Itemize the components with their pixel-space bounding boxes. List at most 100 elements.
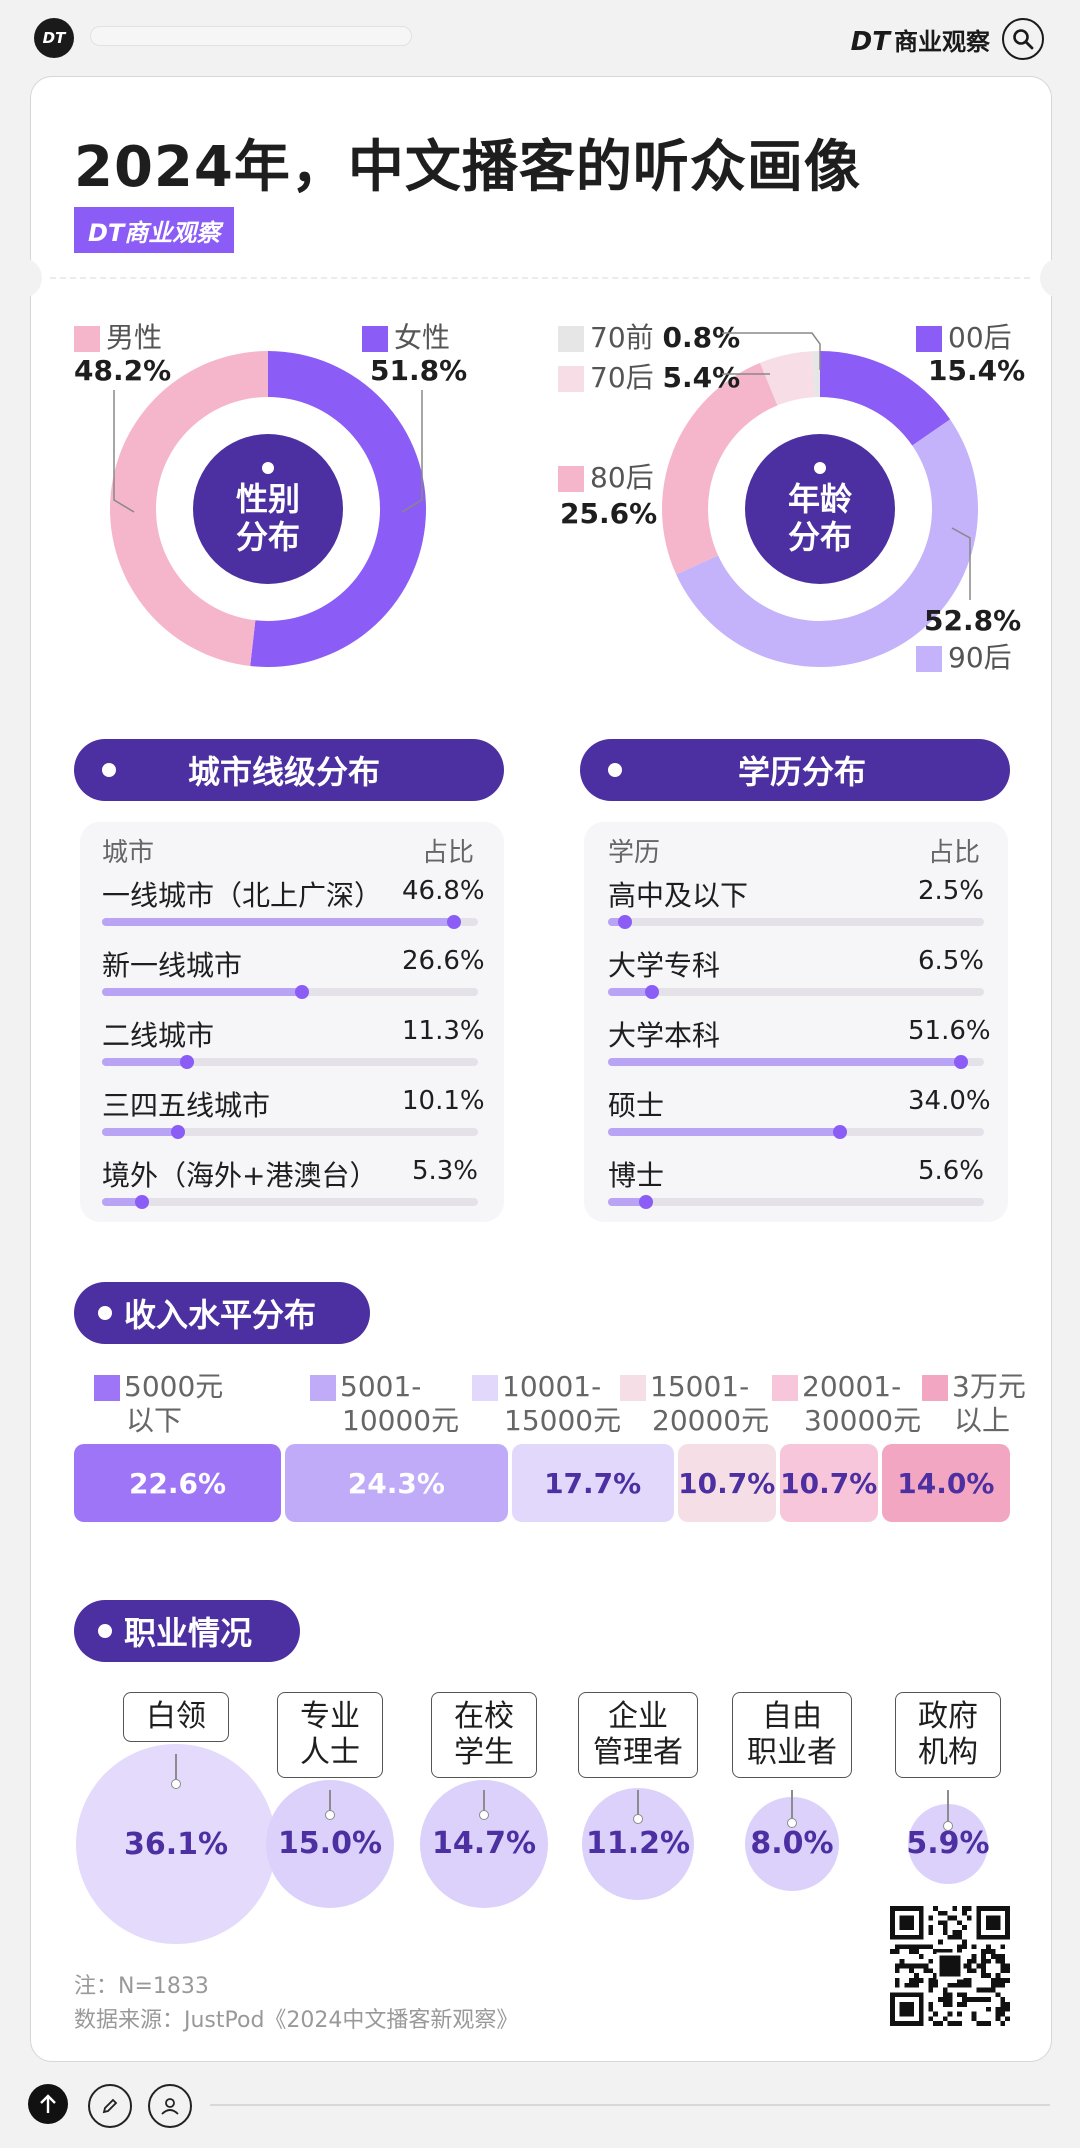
- edu-bar-track: [608, 1125, 984, 1139]
- qr-module: [986, 1987, 991, 1993]
- legend-00s: 00后: [916, 316, 1012, 356]
- city-row-value: 26.6%: [402, 946, 485, 976]
- occupation-label-line: 人士: [300, 1735, 360, 1770]
- occupation-label: 白领: [123, 1692, 229, 1742]
- occupation-label-line: 自由: [762, 1699, 822, 1734]
- edu-bar-fill: [608, 918, 626, 926]
- qr-module: [952, 1915, 958, 1921]
- qr-module: [971, 1958, 977, 1964]
- legend-70s: 70后 5.4%: [558, 356, 740, 396]
- qr-module: [914, 1978, 919, 1983]
- qr-module: [1005, 1978, 1010, 1983]
- city-bar-track: [102, 1125, 478, 1139]
- qr-module: [1000, 1968, 1006, 1974]
- occupation-label-line: 专业: [300, 1699, 360, 1734]
- edu-row-value: 6.5%: [917, 946, 984, 976]
- qr-module: [981, 2021, 986, 2026]
- occupation-connector: [637, 1790, 639, 1819]
- qr-module: [947, 1915, 953, 1921]
- edu-bar-track: [608, 915, 984, 929]
- qr-module: [1000, 1982, 1006, 1988]
- qr-module: [928, 1915, 934, 1921]
- qr-module: [933, 1982, 938, 1988]
- qr-module: [928, 1982, 934, 1988]
- edu-row-label: 大学专科: [608, 949, 721, 982]
- edu-row-value: 51.6%: [908, 1016, 991, 1046]
- search-icon[interactable]: [1002, 18, 1044, 60]
- card-notch-left: [22, 258, 42, 298]
- qr-module: [933, 1949, 938, 1954]
- scroll-top-icon[interactable]: [28, 2084, 68, 2124]
- gender-leader-lines: [113, 390, 423, 513]
- age-00s-slice: [820, 351, 951, 446]
- qr-module: [909, 1982, 914, 1988]
- qr-module: [923, 1968, 929, 1974]
- qr-code-icon[interactable]: [890, 1906, 1010, 2026]
- income-bar-segment: 24.3%: [285, 1444, 508, 1522]
- qr-module: [1000, 2011, 1006, 2017]
- edu-bar-fill: [608, 988, 653, 996]
- pre70-pct: 0.8%: [662, 321, 741, 354]
- qr-module: [938, 1910, 943, 1916]
- qr-module: [899, 1944, 905, 1950]
- edu-bar-knob: [618, 915, 633, 929]
- qr-module: [962, 1978, 967, 1983]
- legend-90s: 90后: [916, 636, 1012, 676]
- edu-bar-fill: [608, 1198, 647, 1206]
- age-70s-slice: [759, 351, 815, 406]
- qr-module: [962, 1963, 967, 1969]
- qr-module: [995, 2016, 1001, 2022]
- qr-module: [1005, 1968, 1010, 1974]
- city-bar-track: [102, 1195, 478, 1209]
- qr-module: [938, 1939, 943, 1945]
- qr-module: [952, 1906, 958, 1911]
- edu-row-label: 高中及以下: [608, 879, 749, 912]
- income-legend-swatch: [94, 1375, 120, 1401]
- qr-module: [894, 1944, 900, 1950]
- qr-module: [971, 1954, 977, 1959]
- qr-module: [942, 1925, 948, 1930]
- qr-module: [971, 1997, 977, 2002]
- qr-module: [1000, 1997, 1006, 2002]
- qr-module: [947, 1949, 953, 1954]
- city-bar-knob: [179, 1055, 194, 1069]
- occupation-label-line: 职业者: [747, 1735, 837, 1770]
- city-bar-knob: [446, 915, 461, 929]
- edit-pencil-icon[interactable]: [88, 2084, 132, 2128]
- profile-icon[interactable]: [148, 2084, 192, 2128]
- edu-bar-knob: [645, 985, 660, 999]
- qr-module: [1005, 2002, 1010, 2007]
- qr-module: [995, 2006, 1001, 2012]
- qr-module: [981, 1954, 986, 1959]
- city-row-label: 新一线城市: [102, 949, 243, 982]
- city-bar-track: [102, 985, 478, 999]
- income-legend-item: 15001- 20000元: [620, 1370, 769, 1438]
- qr-module: [986, 1944, 991, 1950]
- income-bar-segment: 10.7%: [677, 1444, 776, 1522]
- qr-module: [899, 1963, 905, 1969]
- qr-module: [918, 1978, 924, 1983]
- qr-module: [981, 1963, 986, 1969]
- edu-row-label: 大学本科: [608, 1019, 721, 1052]
- qr-module: [918, 1963, 924, 1969]
- city-tier-table: [80, 822, 504, 1222]
- qr-module: [971, 1944, 977, 1950]
- 80s-swatch: [558, 466, 584, 492]
- qr-module: [966, 1963, 972, 1969]
- qr-module: [1000, 1944, 1006, 1950]
- card-notch-right: [1040, 258, 1060, 298]
- qr-module: [928, 1925, 934, 1930]
- qr-module: [904, 1982, 910, 1988]
- city-row-label: 一线城市（北上广深）: [102, 879, 383, 912]
- city-bar-knob: [170, 1125, 185, 1139]
- dt-logo-icon[interactable]: DT: [34, 18, 74, 58]
- qr-module: [981, 1958, 986, 1964]
- occupation-connector-dot: [633, 1813, 643, 1824]
- qr-module: [962, 1939, 967, 1945]
- city-bar-knob: [134, 1195, 149, 1209]
- age-center-label: 年龄 分布: [745, 434, 895, 584]
- city-tier-header: 城市线级分布: [74, 739, 504, 801]
- qr-module: [995, 1978, 1001, 1983]
- income-legend-swatch: [310, 1375, 336, 1401]
- city-bar-fill: [102, 918, 454, 926]
